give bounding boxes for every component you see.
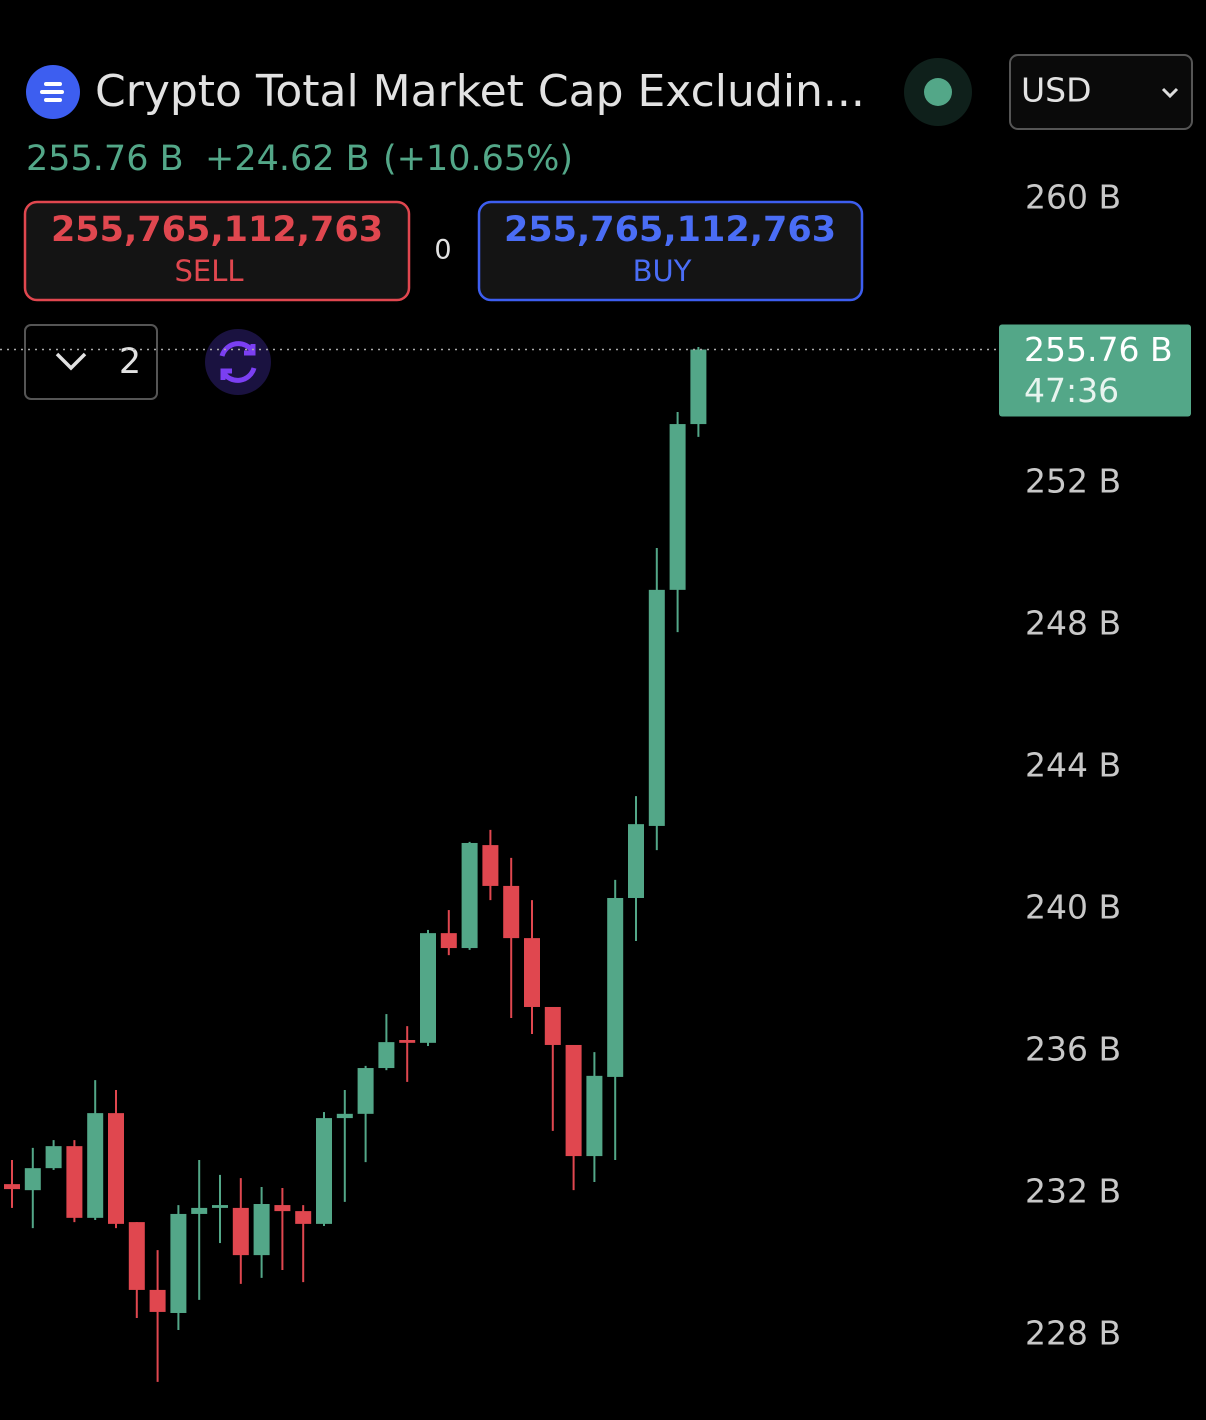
plot: 260 B 252 B 248 B 244 B 240 B 236 B 232 B 228 B… [0, 178, 1191, 1382]
buy-price: 255,765,112,763 [504, 210, 836, 250]
candle-body [170, 1213, 187, 1313]
indicators-toggle[interactable] [24, 324, 158, 400]
candle-body [253, 1204, 270, 1256]
candle-body [66, 1146, 83, 1218]
sell-button[interactable] [23, 200, 411, 302]
y-tick-label: 232 B [1025, 1172, 1121, 1211]
candle-body [316, 1118, 332, 1224]
change: +24.62 B [205, 139, 370, 179]
y-tick-label: 260 B [1025, 178, 1121, 217]
price-tag-value: 255.76 B [1024, 330, 1173, 369]
candle-body [108, 1113, 124, 1224]
select-chevron [1161, 87, 1179, 99]
sell-price: 255,765,112,763 [51, 210, 383, 250]
buy-label: BUY [633, 254, 692, 288]
y-tick-label: 248 B [1025, 604, 1121, 643]
candle-body [357, 1068, 374, 1114]
refresh-icon [219, 341, 257, 383]
refresh-button[interactable] [205, 329, 271, 395]
candle-body [690, 349, 707, 425]
candle-body [586, 1075, 603, 1157]
candle-body [378, 1042, 395, 1069]
candle-body [45, 1146, 62, 1169]
sell-label: SELL [174, 254, 243, 288]
candle-body [336, 1113, 353, 1119]
change-pct: (+10.65%) [383, 139, 573, 179]
price: 255.76 B [26, 139, 184, 179]
toggle-chevron [55, 352, 87, 371]
candle-body [4, 1184, 20, 1190]
y-tick-label: 236 B [1025, 1030, 1121, 1069]
currency-select[interactable] [1009, 54, 1193, 130]
y-tick-label: 244 B [1025, 746, 1121, 785]
candle-body [461, 842, 478, 949]
spread: 0 [434, 235, 451, 266]
price-tag-countdown: 47:36 [1024, 371, 1119, 410]
candle-body [24, 1168, 41, 1191]
indicator-count: 2 [119, 342, 141, 382]
candle-body [232, 1207, 249, 1256]
y-tick-label: 252 B [1025, 462, 1121, 501]
price-tag [999, 324, 1191, 417]
y-tick-label: 228 B [1025, 1314, 1121, 1353]
candle-body [128, 1222, 145, 1290]
candle-body [628, 824, 644, 898]
candle-body [149, 1289, 166, 1312]
candle-body [274, 1205, 291, 1212]
currency: USD [1021, 71, 1092, 110]
candle-body [565, 1044, 582, 1157]
candle-body [399, 1039, 416, 1043]
candle-body [87, 1113, 104, 1218]
coin-glyph [40, 82, 64, 102]
candle-body [607, 897, 624, 1077]
buy-button[interactable] [477, 200, 864, 302]
candle-body [295, 1211, 312, 1224]
candle-body [544, 1006, 561, 1045]
candle-body [482, 845, 499, 886]
symbol-title[interactable]: Crypto Total Market Cap Excludin... [95, 66, 865, 117]
candle-body [648, 589, 665, 826]
candle-body [440, 933, 457, 949]
y-tick-label: 240 B [1025, 888, 1121, 927]
candle-body [669, 424, 686, 590]
status-dot [924, 78, 952, 106]
candle-body [420, 933, 436, 1043]
candle-body [212, 1205, 228, 1208]
candle-body [503, 885, 520, 939]
candle-body [524, 938, 540, 1007]
candle-body [191, 1207, 208, 1214]
